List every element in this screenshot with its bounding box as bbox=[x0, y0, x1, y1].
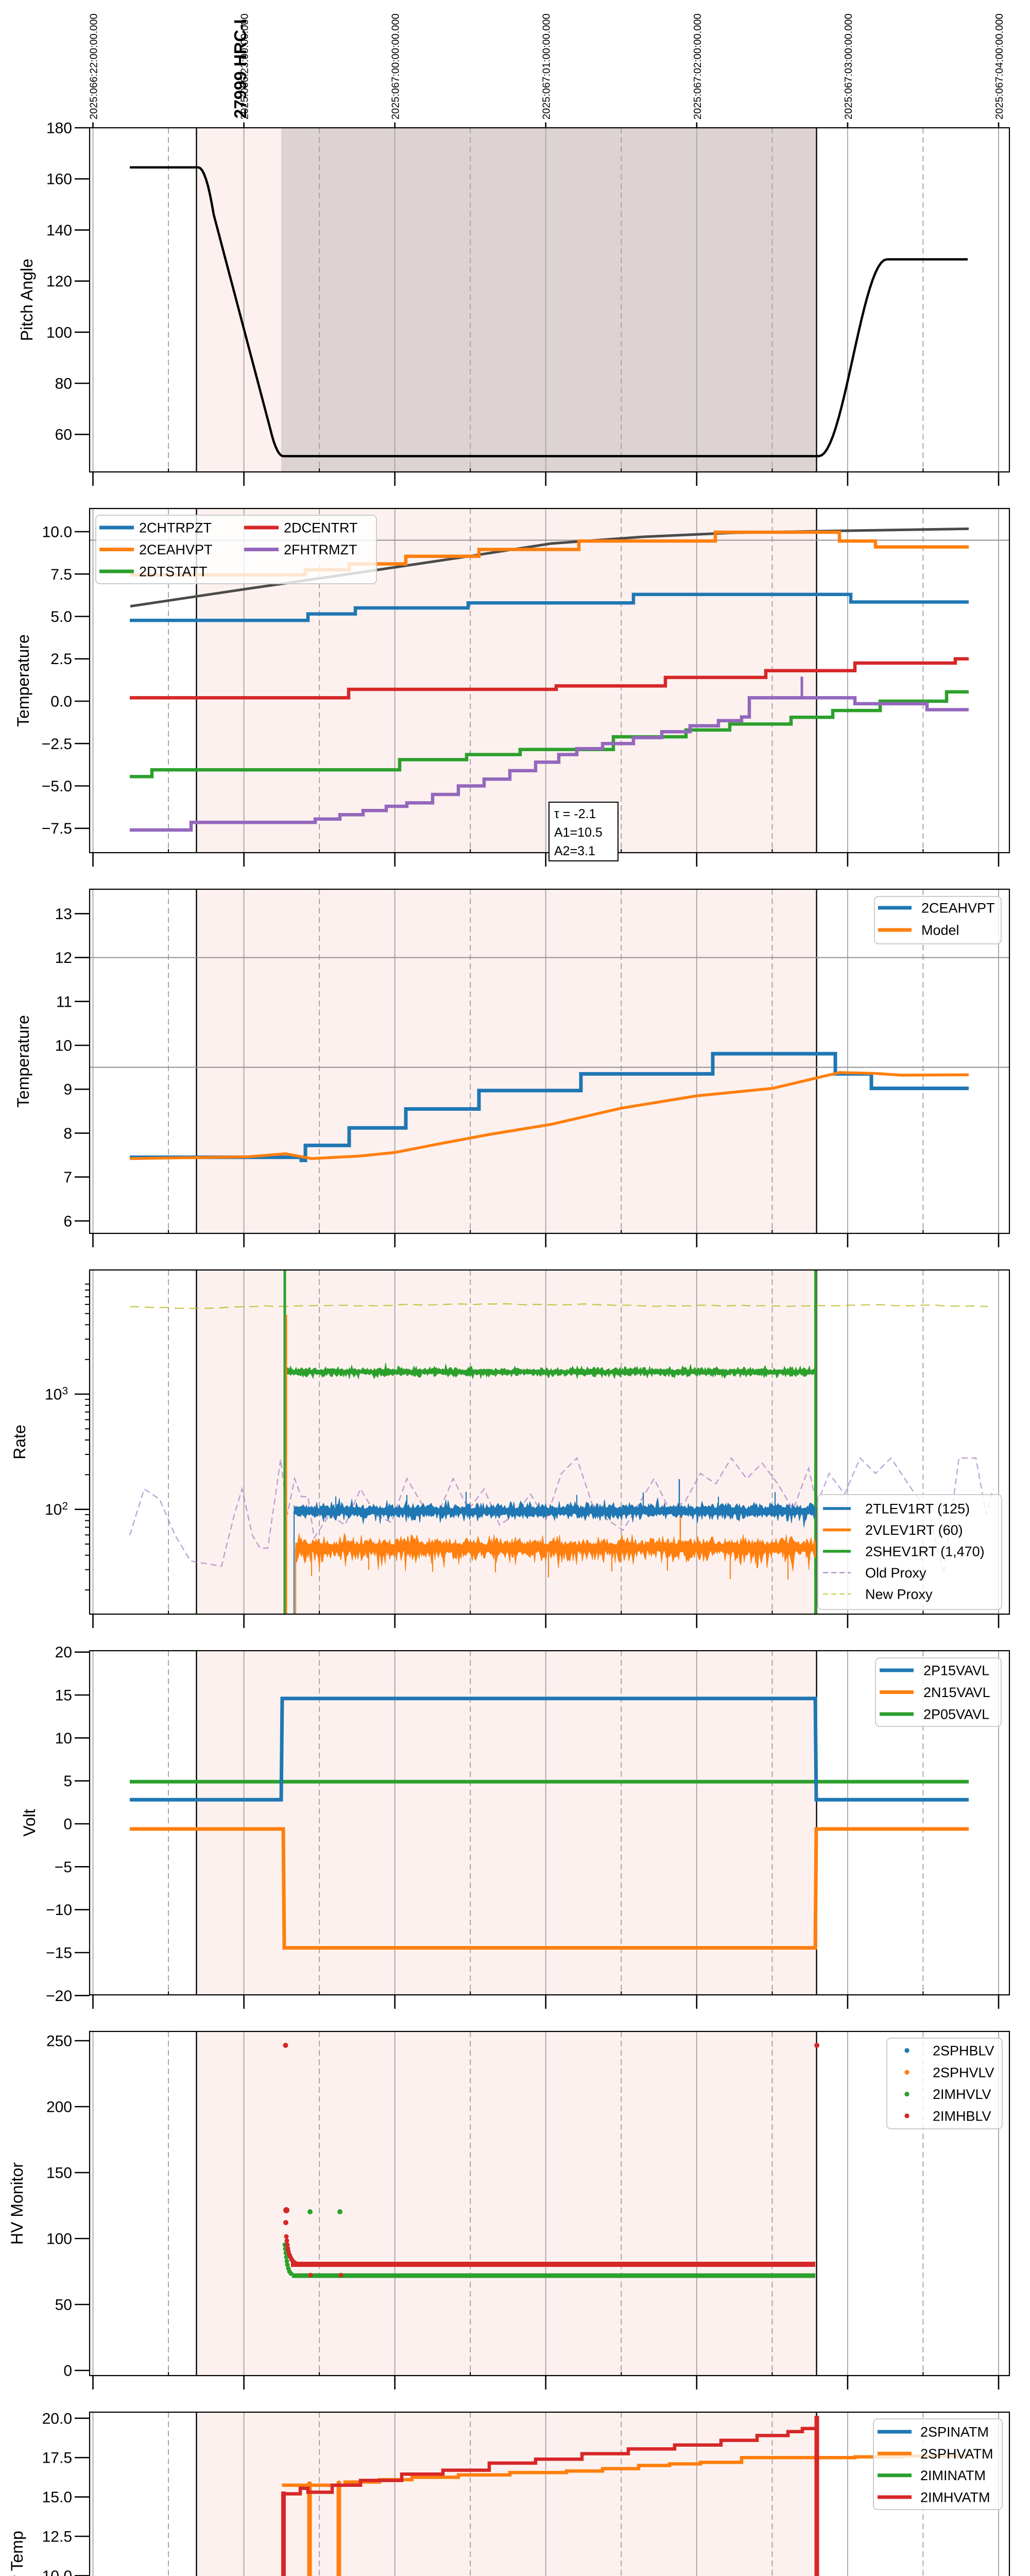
svg-text:0: 0 bbox=[63, 1816, 72, 1833]
svg-text:−7.5: −7.5 bbox=[42, 820, 72, 837]
svg-text:13: 13 bbox=[55, 906, 72, 923]
svg-text:2FHTRMZT: 2FHTRMZT bbox=[284, 542, 357, 557]
svg-text:160: 160 bbox=[46, 171, 72, 188]
svg-text:140: 140 bbox=[46, 222, 72, 239]
svg-text:15: 15 bbox=[55, 1687, 72, 1704]
svg-text:200: 200 bbox=[46, 2099, 72, 2116]
svg-text:New Proxy: New Proxy bbox=[865, 1587, 933, 1602]
svg-text:2025:067:01:00:00.000: 2025:067:01:00:00.000 bbox=[541, 13, 553, 120]
svg-text:Rate: Rate bbox=[10, 1425, 29, 1460]
svg-text:10.0: 10.0 bbox=[42, 2568, 72, 2576]
svg-text:2DTSTATT: 2DTSTATT bbox=[139, 564, 208, 580]
svg-text:2025:067:02:00:00.000: 2025:067:02:00:00.000 bbox=[692, 13, 703, 120]
svg-text:A2=3.1: A2=3.1 bbox=[554, 844, 595, 858]
svg-text:2N15VAVL: 2N15VAVL bbox=[923, 1685, 990, 1700]
svg-text:2SHEV1RT (1,470): 2SHEV1RT (1,470) bbox=[865, 1544, 985, 1560]
svg-text:−20: −20 bbox=[46, 1988, 72, 2005]
svg-text:Pitch Angle: Pitch Angle bbox=[18, 259, 36, 341]
svg-text:Old Proxy: Old Proxy bbox=[865, 1565, 926, 1581]
svg-text:2SPHVLV: 2SPHVLV bbox=[933, 2065, 994, 2080]
svg-text:2VLEV1RT (60): 2VLEV1RT (60) bbox=[865, 1522, 963, 1538]
svg-text:120: 120 bbox=[46, 273, 72, 290]
svg-text:Model: Model bbox=[921, 923, 959, 938]
svg-text:12.5: 12.5 bbox=[42, 2529, 72, 2546]
svg-text:9: 9 bbox=[63, 1081, 72, 1098]
svg-text:2DCENTRT: 2DCENTRT bbox=[284, 520, 358, 536]
svg-text:20.0: 20.0 bbox=[42, 2410, 72, 2427]
svg-text:2SPINATM: 2SPINATM bbox=[920, 2425, 989, 2440]
svg-text:2IMINATM: 2IMINATM bbox=[920, 2468, 986, 2483]
svg-text:15.0: 15.0 bbox=[42, 2489, 72, 2506]
svg-text:27999 HRC-I: 27999 HRC-I bbox=[231, 19, 250, 118]
svg-text:2025:067:04:00:00.000: 2025:067:04:00:00.000 bbox=[994, 13, 1005, 120]
svg-text:80: 80 bbox=[55, 376, 72, 393]
svg-text:12: 12 bbox=[55, 950, 72, 967]
svg-text:−2.5: −2.5 bbox=[42, 736, 72, 753]
svg-text:10: 10 bbox=[55, 1038, 72, 1055]
svg-text:2.5: 2.5 bbox=[50, 651, 72, 668]
svg-text:2025:067:00:00:00.000: 2025:067:00:00:00.000 bbox=[390, 13, 402, 120]
svg-text:Temperature: Temperature bbox=[14, 634, 32, 727]
svg-text:−10: −10 bbox=[46, 1902, 72, 1919]
svg-text:−15: −15 bbox=[46, 1945, 72, 1962]
svg-text:10.0: 10.0 bbox=[42, 524, 72, 541]
svg-text:2025:066:22:00:00.000: 2025:066:22:00:00.000 bbox=[89, 13, 100, 120]
svg-text:−5.0: −5.0 bbox=[42, 778, 72, 795]
svg-text:7.5: 7.5 bbox=[50, 566, 72, 583]
svg-text:Temperature: Temperature bbox=[14, 1015, 32, 1108]
svg-text:2SPHBLV: 2SPHBLV bbox=[933, 2043, 994, 2059]
svg-text:2SPHVATM: 2SPHVATM bbox=[920, 2446, 993, 2462]
svg-text:A1=10.5: A1=10.5 bbox=[554, 825, 603, 840]
svg-text:2TLEV1RT (125): 2TLEV1RT (125) bbox=[865, 1501, 970, 1517]
svg-text:τ = -2.1: τ = -2.1 bbox=[554, 807, 596, 821]
svg-text:2CEAHVPT: 2CEAHVPT bbox=[139, 542, 213, 557]
svg-text:2P15VAVL: 2P15VAVL bbox=[923, 1663, 989, 1679]
svg-text:100: 100 bbox=[46, 324, 72, 341]
svg-text:−5: −5 bbox=[55, 1859, 72, 1876]
svg-text:0: 0 bbox=[63, 2363, 72, 2380]
svg-text:60: 60 bbox=[55, 427, 72, 444]
svg-text:HV Monitor: HV Monitor bbox=[8, 2162, 26, 2245]
svg-text:17.5: 17.5 bbox=[42, 2450, 72, 2467]
svg-text:10: 10 bbox=[55, 1730, 72, 1747]
svg-text:8: 8 bbox=[63, 1125, 72, 1142]
svg-text:2CHTRPZT: 2CHTRPZT bbox=[139, 520, 212, 536]
svg-text:7: 7 bbox=[63, 1169, 72, 1186]
svg-text:5: 5 bbox=[63, 1773, 72, 1790]
svg-text:50: 50 bbox=[55, 2297, 72, 2314]
svg-text:6: 6 bbox=[63, 1213, 72, 1230]
svg-text:11: 11 bbox=[56, 993, 72, 1010]
svg-text:2CEAHVPT: 2CEAHVPT bbox=[921, 901, 995, 916]
svg-text:20: 20 bbox=[55, 1644, 72, 1661]
svg-text:2IMHBLV: 2IMHBLV bbox=[933, 2108, 991, 2124]
svg-text:2P05VAVL: 2P05VAVL bbox=[923, 1707, 989, 1722]
svg-text:5.0: 5.0 bbox=[50, 608, 72, 625]
svg-text:0.0: 0.0 bbox=[50, 693, 72, 710]
svg-text:2025:067:03:00:00.000: 2025:067:03:00:00.000 bbox=[843, 13, 854, 120]
svg-text:2025:066:23:00:00.000: 2025:066:23:00:00.000 bbox=[239, 13, 251, 120]
svg-text:250: 250 bbox=[46, 2033, 72, 2050]
svg-text:Detector Temp: Detector Temp bbox=[8, 2531, 26, 2576]
svg-text:150: 150 bbox=[46, 2165, 72, 2182]
svg-text:2IMHVATM: 2IMHVATM bbox=[920, 2489, 990, 2505]
svg-text:Volt: Volt bbox=[20, 1809, 39, 1836]
svg-text:180: 180 bbox=[46, 120, 72, 137]
svg-text:2IMHVLV: 2IMHVLV bbox=[933, 2087, 991, 2102]
svg-text:100: 100 bbox=[46, 2231, 72, 2248]
